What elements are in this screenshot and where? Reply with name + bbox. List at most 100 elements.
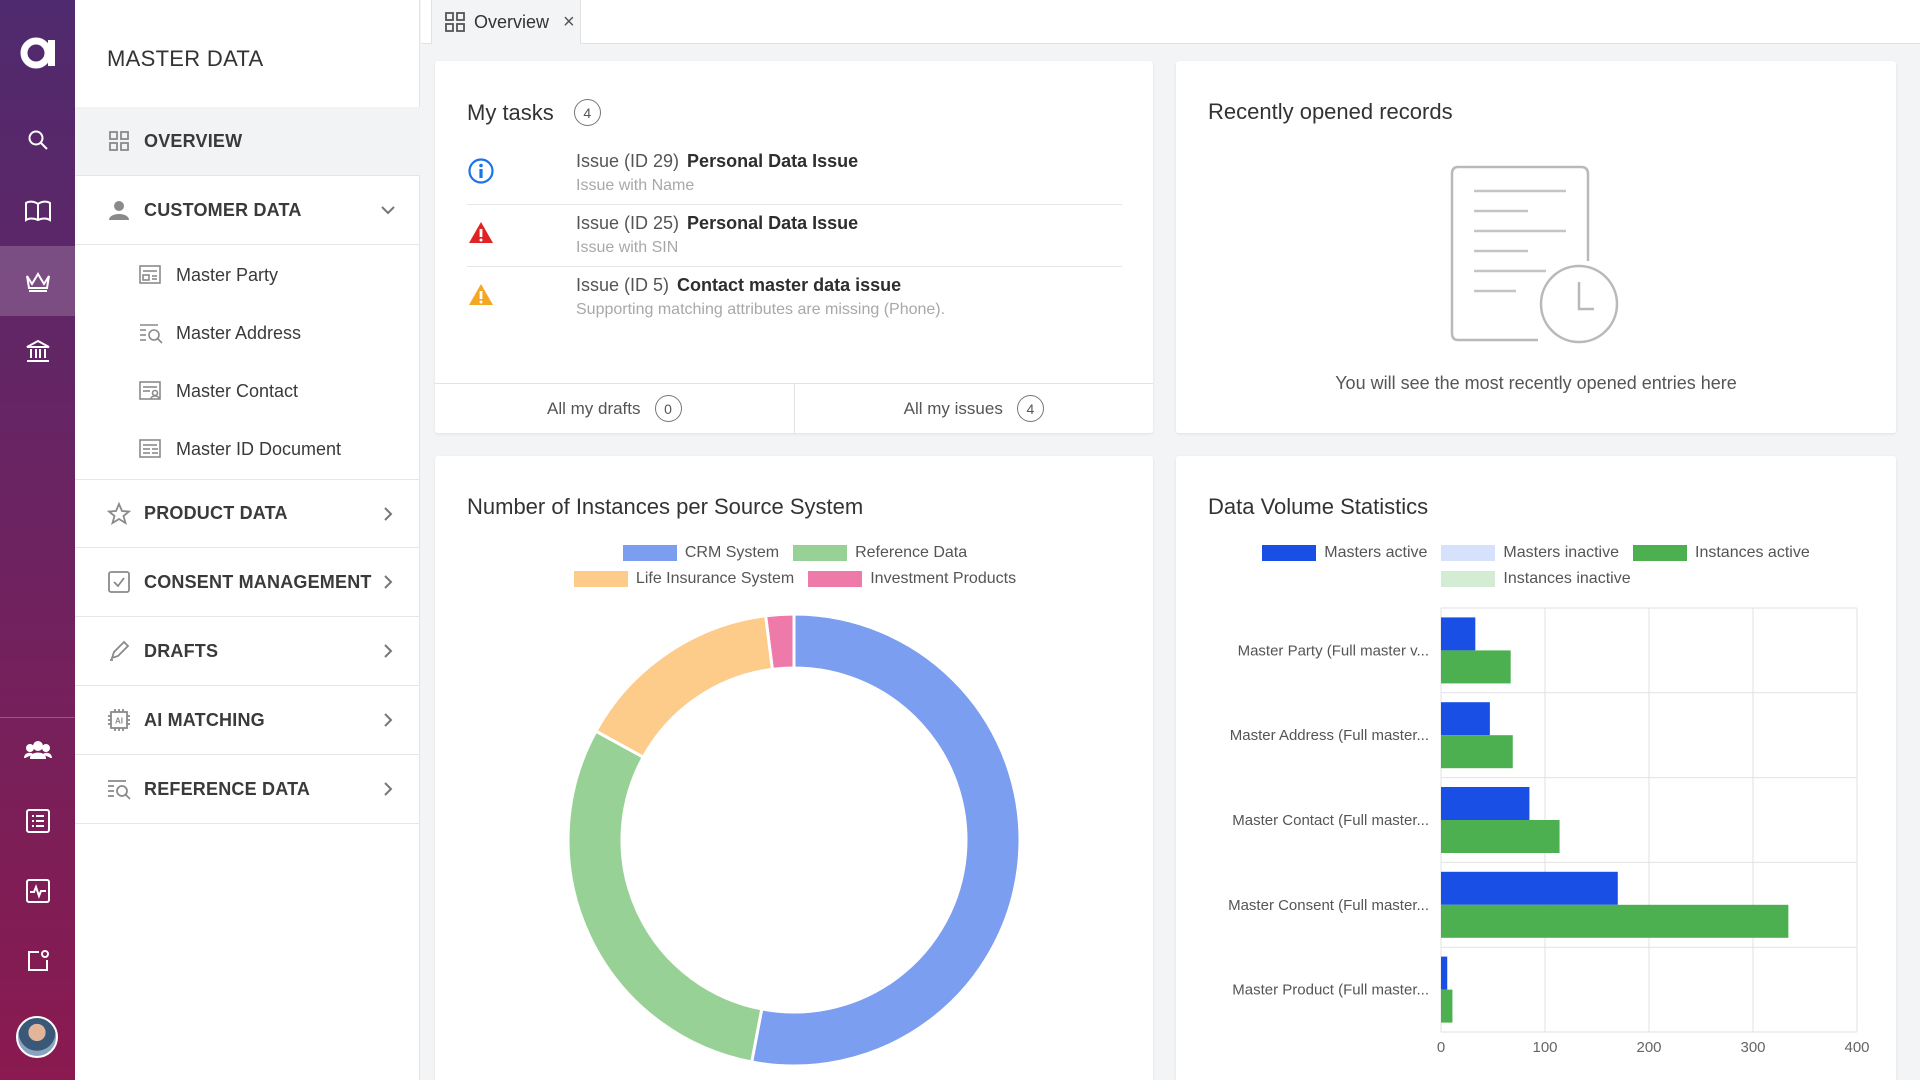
tick-label: 100: [1532, 1039, 1557, 1056]
sidebar-item-overview[interactable]: OVERVIEW: [75, 107, 420, 176]
sidebar-item-reference-data[interactable]: REFERENCE DATA: [75, 755, 420, 824]
bar[interactable]: [1441, 989, 1453, 1023]
sidebar-item-drafts[interactable]: DRAFTS: [75, 617, 420, 686]
sidebar-item-ai-matching[interactable]: AI AI MATCHING: [75, 686, 420, 755]
sidebar-item-product-data[interactable]: PRODUCT DATA: [75, 479, 420, 548]
app-logo[interactable]: [0, 22, 75, 84]
star-icon: [106, 501, 132, 527]
category-label: Master Consent (Full master...: [1228, 897, 1429, 914]
sidebar: MASTER DATA OVERVIEW CUSTOMER DATA Maste…: [75, 0, 420, 1080]
donut-slice[interactable]: [566, 729, 764, 1064]
bar[interactable]: [1441, 735, 1513, 769]
legend-swatch: [1441, 571, 1496, 587]
task-item[interactable]: Issue (ID 25) Personal Data Issue Issue w…: [467, 205, 1122, 267]
my-tasks-header: My tasks 4: [467, 99, 601, 126]
ai-chip-icon: AI: [106, 707, 132, 733]
donut-slice[interactable]: [593, 614, 775, 760]
legend-item[interactable]: CRM System: [622, 544, 780, 562]
monitor-pulse-icon[interactable]: [0, 856, 75, 926]
notification-icon[interactable]: [0, 926, 75, 996]
all-issues-label: All my issues: [903, 398, 1003, 418]
my-tasks-card: My tasks 4 Issue (ID 29) Personal Data Is…: [435, 61, 1153, 433]
bar[interactable]: [1441, 617, 1476, 651]
task-item[interactable]: Issue (ID 5) Contact master data issue Su…: [467, 267, 1122, 329]
crown-icon[interactable]: [0, 246, 75, 316]
sidebar-subitem-master-party[interactable]: Master Party: [75, 246, 420, 304]
tab-bar: Overview ×: [421, 0, 1920, 44]
count-badge: 4: [573, 99, 601, 126]
tick-label: 0: [1437, 1039, 1445, 1056]
task-title: Contact master data issue: [677, 275, 902, 295]
all-drafts-button[interactable]: All my drafts 0: [435, 384, 794, 433]
bar[interactable]: [1441, 820, 1560, 853]
legend-label: CRM System: [684, 544, 780, 561]
legend-label: Life Insurance System: [635, 570, 795, 587]
search-list-icon: [106, 776, 132, 802]
legend-item[interactable]: Life Insurance System: [573, 570, 795, 588]
search-icon[interactable]: [0, 105, 75, 175]
legend-item[interactable]: Instances inactive: [1441, 570, 1631, 588]
recent-records-card: Recently opened records You will see the…: [1176, 61, 1896, 433]
legend-label: Instances inactive: [1503, 570, 1631, 587]
chevron-right-icon: [380, 506, 396, 522]
bar[interactable]: [1441, 787, 1530, 820]
legend-item[interactable]: Masters active: [1262, 544, 1427, 562]
person-icon: [106, 197, 132, 223]
task-title: Personal Data Issue: [687, 213, 859, 233]
task-line: Issue (ID 29) Personal Data Issue: [576, 151, 858, 172]
legend-item[interactable]: Reference Data: [793, 544, 967, 562]
legend-swatch: [573, 571, 628, 587]
sidebar-item-customer-data[interactable]: CUSTOMER DATA: [75, 176, 420, 245]
bar[interactable]: [1441, 956, 1448, 990]
sidebar-item-consent-management[interactable]: CONSENT MANAGEMENT: [75, 548, 420, 617]
task-title: Personal Data Issue: [687, 151, 859, 171]
task-line: Issue (ID 25) Personal Data Issue: [576, 213, 858, 234]
sidebar-title: MASTER DATA: [107, 46, 264, 71]
bar[interactable]: [1441, 702, 1490, 736]
book-icon[interactable]: [0, 176, 75, 246]
all-issues-button[interactable]: All my issues 4: [793, 384, 1154, 433]
bank-icon[interactable]: [0, 316, 75, 386]
legend-item[interactable]: Masters inactive: [1441, 544, 1619, 562]
list-icon[interactable]: [0, 786, 75, 856]
warning-icon: [469, 284, 493, 305]
avatar[interactable]: [16, 1016, 58, 1058]
legend-swatch: [622, 545, 677, 561]
legend-item[interactable]: Instances active: [1633, 544, 1810, 562]
close-icon[interactable]: ×: [563, 10, 575, 33]
sidebar-subitem-master-id-document[interactable]: Master ID Document: [75, 420, 420, 478]
task-subtitle: Issue with Name: [576, 177, 695, 194]
sidebar-item-label: CONSENT MANAGEMENT: [144, 571, 372, 592]
sidebar-subitem-master-address[interactable]: Master Address: [75, 304, 420, 362]
legend-item[interactable]: Investment Products: [808, 570, 1016, 588]
donut-slice[interactable]: [763, 612, 796, 672]
donut-slice[interactable]: [749, 612, 1022, 1068]
empty-state-text: You will see the most recently opened en…: [1335, 373, 1737, 393]
sidebar-subitem-master-contact[interactable]: Master Contact: [75, 362, 420, 420]
category-label: Master Address (Full master...: [1230, 727, 1429, 744]
task-line: Issue (ID 5) Contact master data issue: [576, 275, 901, 296]
info-icon: [468, 158, 494, 184]
donut-chart: [566, 612, 1022, 1068]
legend-label: Masters active: [1324, 544, 1428, 561]
document-clock-icon: [1450, 165, 1619, 344]
legend-swatch: [1441, 545, 1496, 561]
bar[interactable]: [1441, 904, 1789, 938]
sidebar-item-label: DRAFTS: [144, 640, 219, 661]
tick-label: 400: [1844, 1039, 1869, 1056]
sidebar-subitem-label: Master Party: [176, 264, 279, 285]
tab-overview[interactable]: Overview ×: [431, 0, 581, 44]
bar[interactable]: [1441, 650, 1511, 684]
count-badge: 0: [654, 395, 682, 422]
sidebar-item-label: CUSTOMER DATA: [144, 199, 302, 220]
tick-label: 200: [1636, 1039, 1661, 1056]
users-icon[interactable]: [0, 715, 75, 785]
sidebar-item-label: AI MATCHING: [144, 709, 265, 730]
checkbox-icon: [106, 569, 132, 595]
chart-legend: CRM System Reference Data Life Insurance S…: [535, 544, 1055, 588]
chevron-right-icon: [380, 712, 396, 728]
category-label: Master Product (Full master...: [1232, 982, 1429, 999]
app-rail: [0, 0, 75, 1080]
bar[interactable]: [1441, 871, 1618, 905]
task-item[interactable]: Issue (ID 29) Personal Data Issue Issue w…: [467, 143, 1122, 205]
